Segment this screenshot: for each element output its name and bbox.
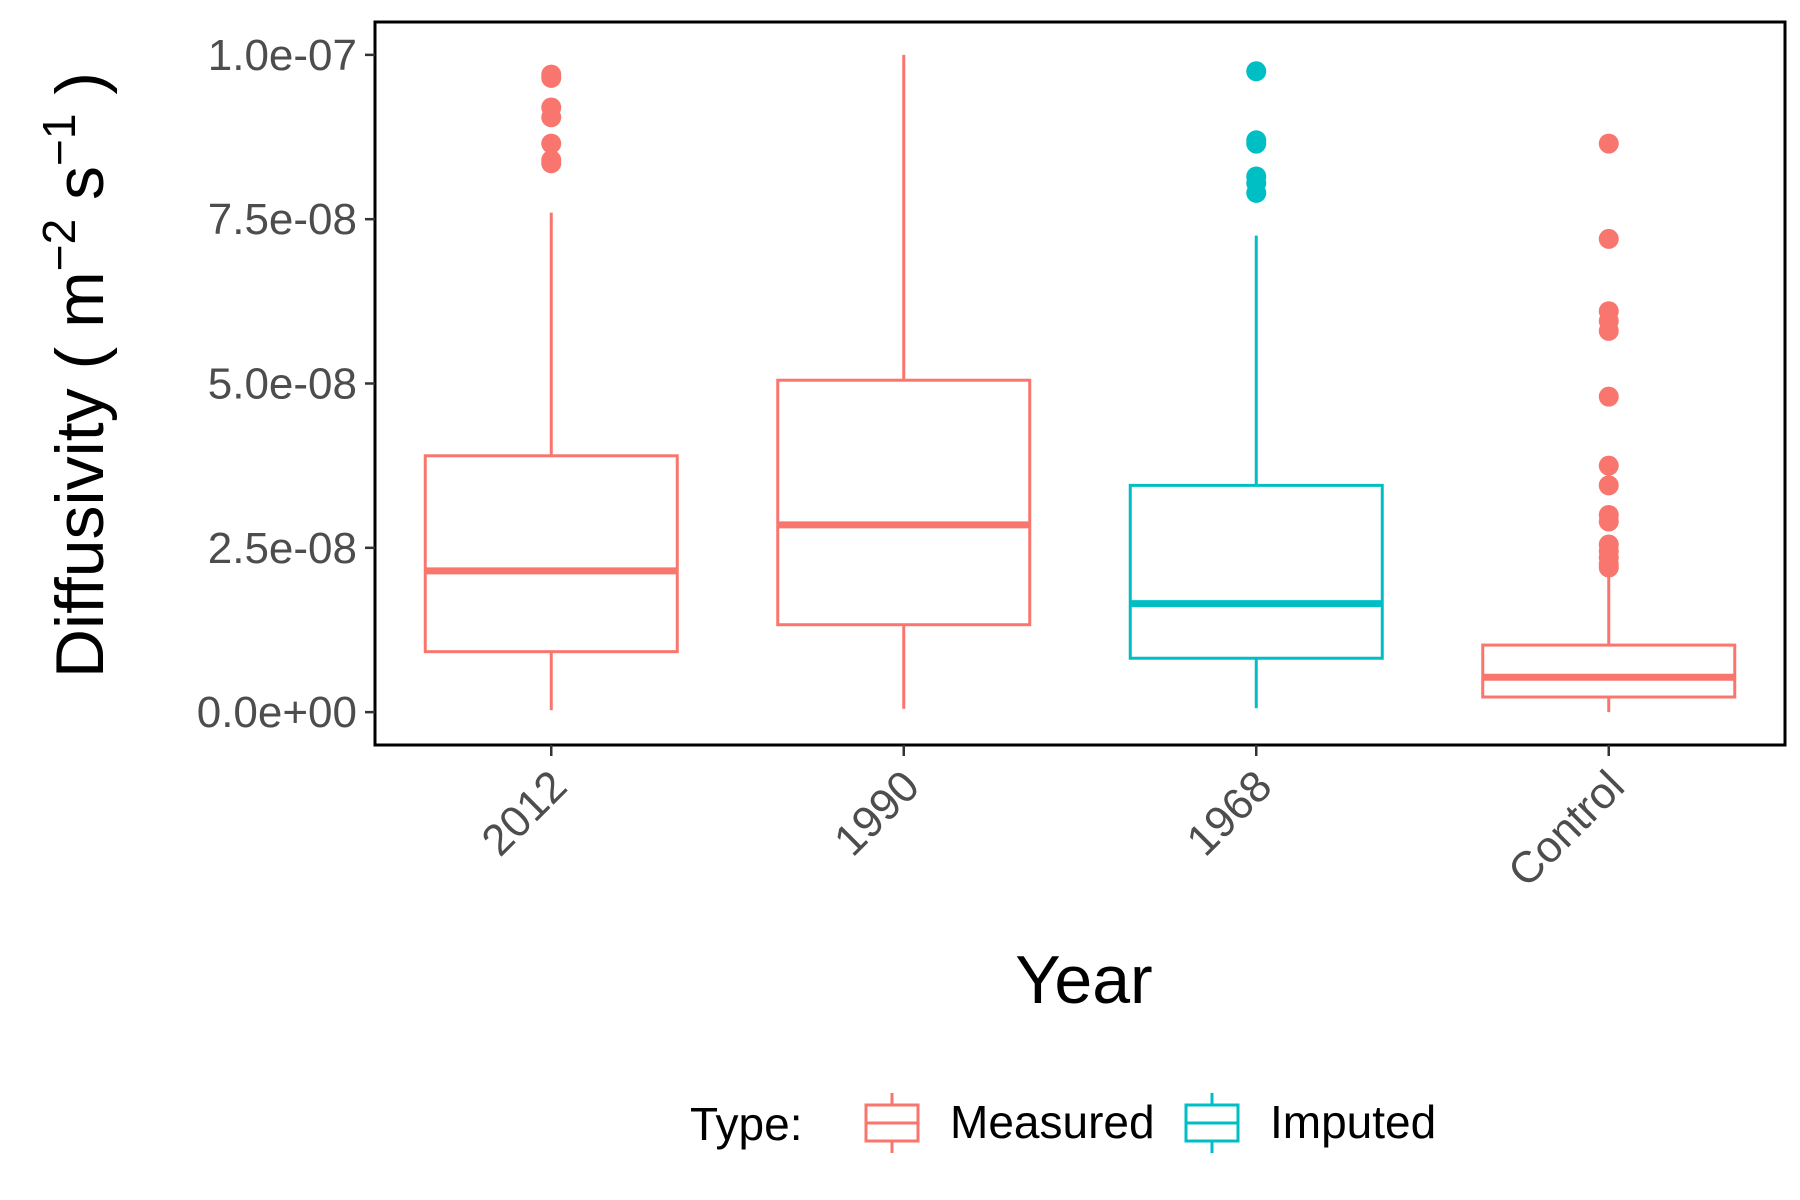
x-tick-label: 1968 xyxy=(1177,761,1281,865)
legend-label: Measured xyxy=(950,1096,1155,1148)
y-axis: 0.0e+00 2.5e-08 5.0e-08 7.5e-08 1.0e-07 xyxy=(197,31,375,737)
y-tick-label: 5.0e-08 xyxy=(208,360,357,409)
y-axis-title-end: ) xyxy=(42,72,118,114)
outlier-point xyxy=(1598,386,1619,407)
outlier-point xyxy=(541,153,562,174)
x-tick-label: Control xyxy=(1499,761,1634,896)
y-tick-label: 1.0e-07 xyxy=(208,31,357,80)
box-group xyxy=(1128,61,1384,709)
outlier-point xyxy=(1598,320,1619,341)
outlier-point xyxy=(1598,455,1619,476)
box-group xyxy=(423,64,679,711)
outlier-point xyxy=(1598,228,1619,249)
box-group xyxy=(1481,133,1737,713)
x-axis: 2012 1990 1968 Control xyxy=(472,745,1634,896)
box-group xyxy=(776,54,1032,709)
outlier-point xyxy=(1598,475,1619,496)
outlier-point xyxy=(1246,133,1267,154)
x-axis-title: Year xyxy=(1015,942,1152,1018)
plot-panel xyxy=(373,20,1787,747)
legend: Type: Measured Imputed xyxy=(690,1093,1436,1153)
x-tick-label: 2012 xyxy=(472,761,576,865)
y-axis-title-sup1: −2 xyxy=(33,219,85,271)
outlier-point xyxy=(541,107,562,128)
y-axis-title-main: Diffusivity ( m xyxy=(42,271,118,678)
y-axis-title-sup2: −1 xyxy=(33,113,85,165)
y-axis-title-mid: s xyxy=(42,166,118,219)
legend-item: Measured xyxy=(864,1093,1155,1153)
box-iqr xyxy=(1128,483,1384,660)
outlier-point xyxy=(541,67,562,88)
outlier-point xyxy=(1598,133,1619,154)
box-iqr xyxy=(423,454,679,654)
legend-title: Type: xyxy=(690,1098,803,1150)
y-tick-label: 2.5e-08 xyxy=(208,524,357,573)
y-axis-title: Diffusivity ( m−2 s−1 ) xyxy=(33,72,118,678)
y-tick-label: 0.0e+00 xyxy=(197,688,357,737)
y-tick-label: 7.5e-08 xyxy=(208,195,357,244)
legend-item: Imputed xyxy=(1184,1093,1436,1153)
outlier-point xyxy=(1598,511,1619,532)
outlier-point xyxy=(541,133,562,154)
outlier-point xyxy=(1246,182,1267,203)
legend-label: Imputed xyxy=(1270,1096,1436,1148)
box-iqr xyxy=(1481,643,1737,699)
box-iqr xyxy=(776,378,1032,627)
x-tick-label: 1990 xyxy=(825,761,929,865)
outlier-point xyxy=(1246,61,1267,82)
outlier-point xyxy=(1598,557,1619,578)
